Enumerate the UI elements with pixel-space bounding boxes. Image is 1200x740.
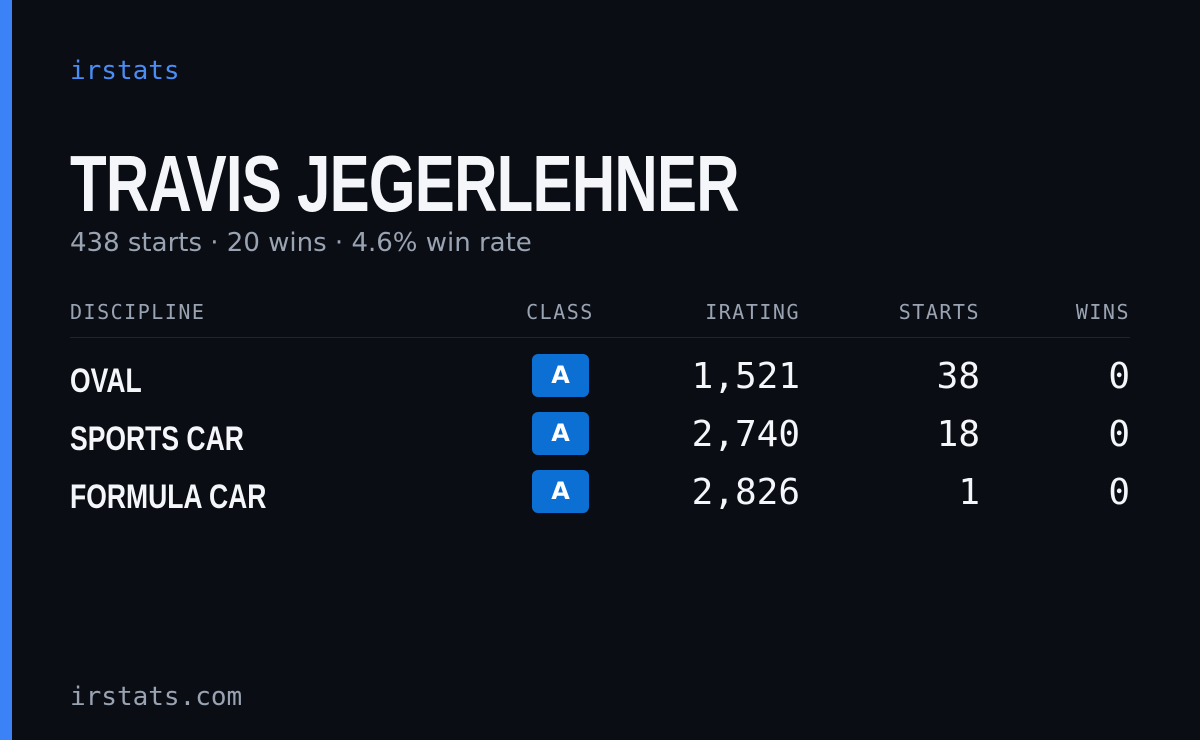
footer: irstats.com — [70, 682, 243, 712]
column-header: CLASS — [526, 300, 594, 324]
discipline: FORMULA CAR — [70, 478, 267, 516]
header-rule — [70, 337, 1130, 338]
stat-value: 38 — [936, 356, 980, 397]
column-header: STARTS — [898, 300, 980, 324]
stat-value: 18 — [936, 414, 980, 455]
summary: 438 starts · 20 wins · 4.6% win rate — [70, 228, 532, 258]
class-badge: A — [532, 354, 589, 397]
stat-value: 1 — [958, 472, 980, 513]
stat-value: 2,740 — [691, 414, 800, 455]
class-badge: A — [532, 412, 589, 455]
stat-value: 0 — [1108, 472, 1130, 513]
accent-bar — [0, 0, 12, 740]
stat-value: 0 — [1108, 356, 1130, 397]
driver-name: TRAVIS JEGERLEHNER — [70, 139, 740, 228]
discipline: SPORTS CAR — [70, 420, 244, 458]
column-header: WINS — [1075, 300, 1130, 324]
discipline: OVAL — [70, 362, 142, 400]
stat-value: 1,521 — [691, 356, 800, 397]
stat-value: 2,826 — [691, 472, 800, 513]
stat-value: 0 — [1108, 414, 1130, 455]
brand: irstats — [70, 56, 180, 86]
column-header: IRATING — [705, 300, 800, 324]
class-badge: A — [532, 470, 589, 513]
column-header: DISCIPLINE — [70, 300, 206, 324]
